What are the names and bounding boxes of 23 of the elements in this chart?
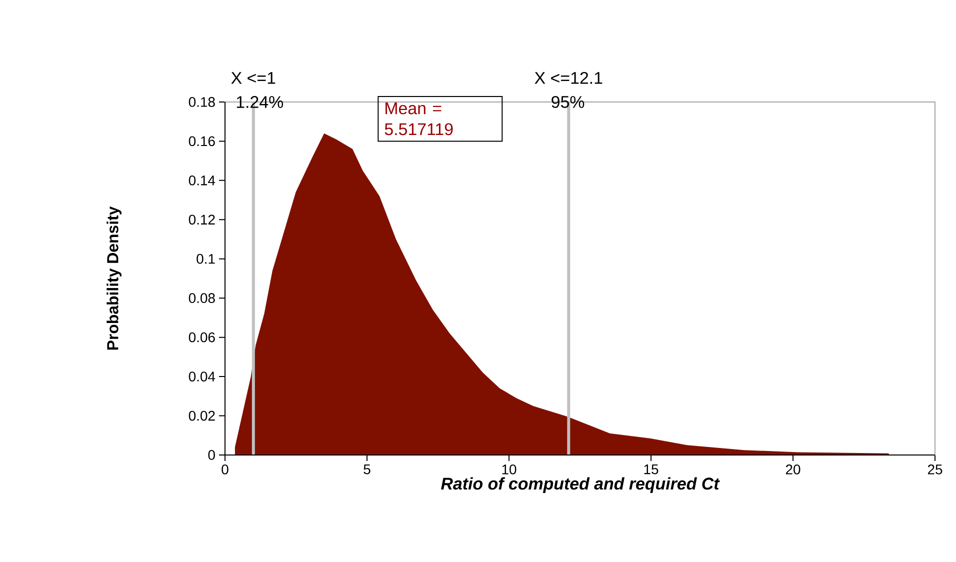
- y-tick-label: 0.02: [188, 410, 215, 421]
- x-tick-label: 15: [644, 464, 658, 474]
- y-tick-label: 0.06: [188, 332, 215, 342]
- annotation: Mean = 5.517119: [384, 102, 453, 136]
- y-tick-label: 0.14: [188, 175, 216, 186]
- ref-line-label: X <=12.1: [534, 72, 602, 84]
- x-axis-title: Ratio of computed and required Ct: [441, 477, 720, 494]
- y-tick-label: 0.04: [188, 372, 216, 382]
- annotation: 95%: [552, 96, 584, 108]
- y-tick-label: 0.16: [188, 136, 215, 146]
- x-tick-label: 10: [502, 464, 516, 474]
- y-axis-title: Probability Density: [106, 206, 122, 350]
- x-tick-label: 20: [786, 464, 800, 474]
- x-tick-label: 0: [222, 464, 228, 474]
- annotation: 1.24%: [236, 96, 284, 108]
- y-tick-label: 0.08: [188, 293, 215, 304]
- y-tick-label: 0.12: [188, 214, 215, 225]
- y-tick-label: 0.1: [196, 254, 215, 264]
- y-tick-label: 0: [208, 450, 215, 460]
- ref-line-label: X <=1: [231, 72, 276, 84]
- x-tick-label: 25: [928, 464, 942, 474]
- x-tick-label: 5: [364, 464, 370, 474]
- y-tick-label: 0.18: [188, 97, 215, 107]
